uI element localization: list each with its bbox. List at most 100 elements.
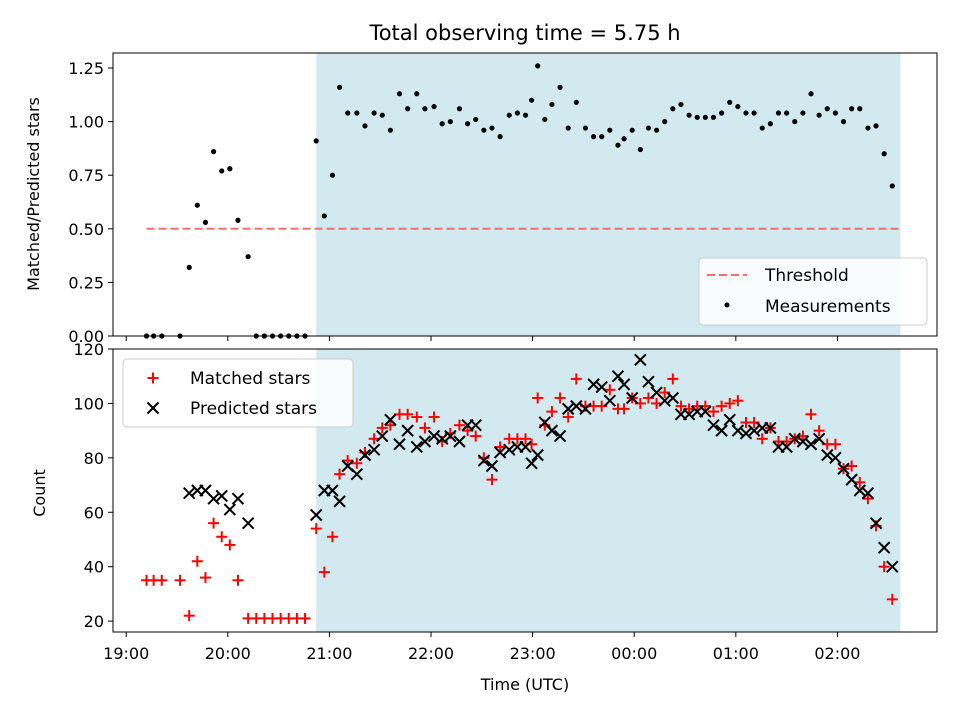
predicted-star-point	[658, 394, 671, 407]
matched-star-point	[183, 610, 195, 622]
matched-star-point	[805, 408, 817, 420]
measurement-point	[865, 125, 871, 131]
predicted-star-point	[877, 541, 891, 554]
measurement-point	[629, 127, 635, 133]
matched-star-point	[570, 373, 582, 385]
measurement-point	[464, 121, 471, 127]
matched-star-point	[326, 531, 338, 543]
measurement-point	[590, 134, 597, 140]
predicted-star-point	[617, 378, 631, 391]
legend-measurements-label: Measurements	[765, 297, 891, 317]
predicted-star-point	[427, 429, 441, 443]
matched-star-point	[756, 433, 768, 445]
measurement-point	[759, 125, 765, 131]
matched-star-point	[419, 422, 431, 434]
predicted-star-point	[611, 370, 625, 383]
matched-star-point	[334, 468, 346, 480]
matched-star-point	[384, 419, 396, 431]
matched-star-point	[486, 474, 498, 486]
measurement-point	[849, 106, 855, 112]
predicted-star-point	[731, 424, 745, 437]
matched-star-point	[342, 455, 354, 467]
measurement-point	[447, 119, 453, 125]
predicted-star-point	[739, 427, 753, 440]
predicted-star-point	[367, 443, 381, 456]
predicted-star-point	[531, 448, 544, 462]
predicted-star-point	[215, 489, 228, 503]
count-x-axis-label: Time (UTC)	[480, 675, 569, 694]
matched-star-point	[618, 403, 630, 415]
measurement-point	[227, 166, 233, 172]
count-x-tick-label: 01:00	[713, 644, 759, 663]
count-y-tick-label: 20	[84, 612, 104, 631]
predicted-star-point	[393, 438, 406, 451]
matched-star-point	[886, 593, 898, 605]
matched-star-point	[494, 441, 506, 453]
legend-threshold-label: Threshold	[764, 266, 849, 286]
measurement-point	[653, 127, 660, 133]
measurement-point	[840, 119, 847, 125]
count-y-tick-label: 60	[84, 503, 104, 522]
measurement-point	[542, 116, 548, 123]
predicted-star-point	[570, 399, 583, 413]
measurement-point	[727, 99, 733, 105]
ratio-y-tick-label: 1.00	[68, 113, 104, 132]
count-legend-box	[122, 358, 354, 428]
predicted-star-point	[358, 448, 372, 462]
predicted-star-point	[723, 413, 736, 426]
measurement-point	[743, 110, 749, 116]
predicted-star-point	[579, 402, 592, 416]
matched-star-point	[411, 411, 423, 423]
measurement-point	[719, 110, 725, 116]
measurement-point	[621, 136, 627, 142]
predicted-star-point	[886, 560, 899, 573]
predicted-star-point	[642, 375, 655, 388]
predicted-star-point	[410, 440, 423, 454]
measurement-point	[767, 121, 773, 127]
matched-star-point	[199, 572, 211, 584]
predicted-star-point	[435, 432, 449, 446]
measurement-point	[800, 110, 806, 116]
count-y-tick-label: 40	[84, 558, 104, 577]
predicted-star-point	[587, 378, 600, 391]
predicted-star-point	[444, 429, 457, 443]
measurement-point	[582, 125, 589, 131]
measurement-point	[549, 101, 555, 108]
legend-matched-marker	[147, 372, 159, 384]
measurement-point	[186, 264, 192, 270]
ratio-y-axis-label: Matched/Predicted stars	[24, 97, 43, 291]
predicted-star-point	[595, 380, 608, 394]
matched-star-point	[351, 457, 363, 469]
predicted-star-point	[376, 429, 389, 443]
predicted-star-point	[837, 462, 850, 475]
measurement-point	[371, 110, 377, 116]
measurement-point	[599, 134, 605, 140]
measurement-point	[439, 121, 445, 127]
matched-star-point	[562, 411, 574, 423]
matched-star-point	[651, 397, 663, 409]
matched-star-point	[428, 411, 440, 423]
measurement-point	[662, 119, 668, 125]
predicted-star-point	[553, 429, 567, 443]
measurement-point	[615, 142, 621, 148]
matched-star-point	[216, 531, 228, 543]
predicted-star-point	[747, 424, 761, 437]
predicted-star-point	[821, 448, 834, 462]
measurement-point	[702, 114, 708, 120]
measurement-point	[529, 97, 535, 103]
measurement-point	[321, 213, 327, 219]
predicted-star-point	[241, 516, 255, 530]
measurement-point	[710, 114, 717, 120]
measurement-point	[336, 84, 343, 90]
predicted-star-point	[603, 394, 617, 407]
count-plot-frame	[112, 348, 938, 633]
matched-star-point	[174, 574, 186, 586]
measurement-point	[824, 106, 830, 112]
count-observing-window	[316, 349, 901, 632]
count-x-tick-label: 02:00	[814, 644, 860, 663]
measurement-point	[694, 114, 700, 120]
count-x-tick-label: 23:00	[510, 644, 556, 663]
predicted-star-point	[469, 418, 482, 432]
measurement-point	[422, 106, 428, 112]
